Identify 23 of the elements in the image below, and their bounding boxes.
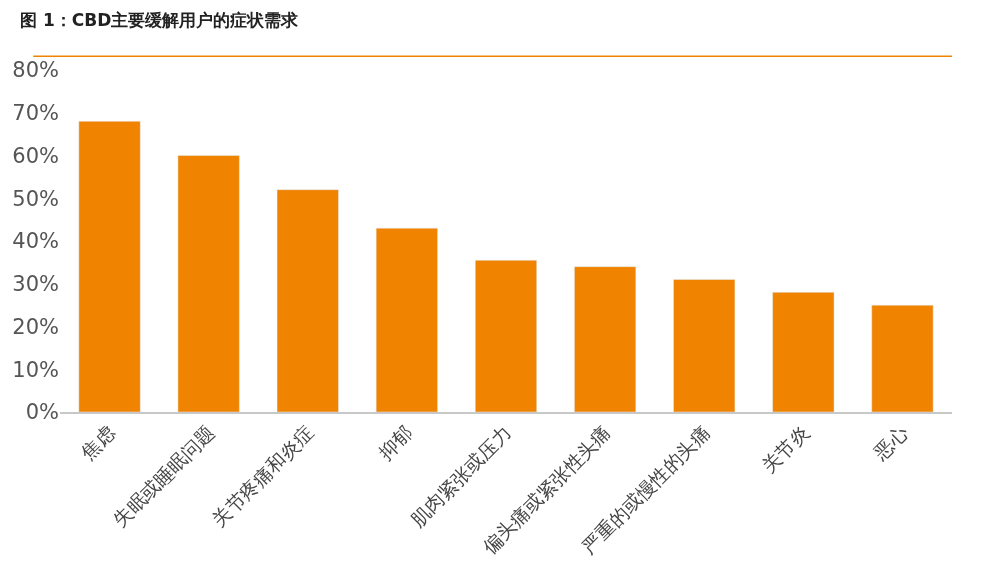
bar xyxy=(673,279,736,412)
y-tick-label: 20% xyxy=(12,314,59,339)
y-tick-label: 0% xyxy=(25,400,59,425)
bar xyxy=(871,304,934,412)
bar xyxy=(78,121,141,412)
x-tick-label: 抑郁 xyxy=(374,421,417,464)
x-tick-label: 恶心 xyxy=(868,421,912,465)
x-tick-label: 关节炎 xyxy=(757,421,813,477)
x-tick-label: 焦虑 xyxy=(76,421,120,464)
bar xyxy=(375,227,438,412)
y-tick-label: 80% xyxy=(12,58,59,83)
bar xyxy=(177,155,240,412)
bar xyxy=(276,189,339,412)
bar xyxy=(574,266,637,412)
y-tick-label: 30% xyxy=(12,272,59,297)
chart-title: 图 1：CBD主要缓解用户的症状需求 xyxy=(20,10,300,31)
y-tick-label: 40% xyxy=(12,229,59,254)
y-tick-label: 70% xyxy=(12,101,59,126)
y-tick-label: 60% xyxy=(12,143,59,168)
y-tick-label: 50% xyxy=(12,186,59,211)
bar xyxy=(772,292,835,412)
bar xyxy=(475,259,537,412)
y-tick-label: 10% xyxy=(12,357,59,382)
